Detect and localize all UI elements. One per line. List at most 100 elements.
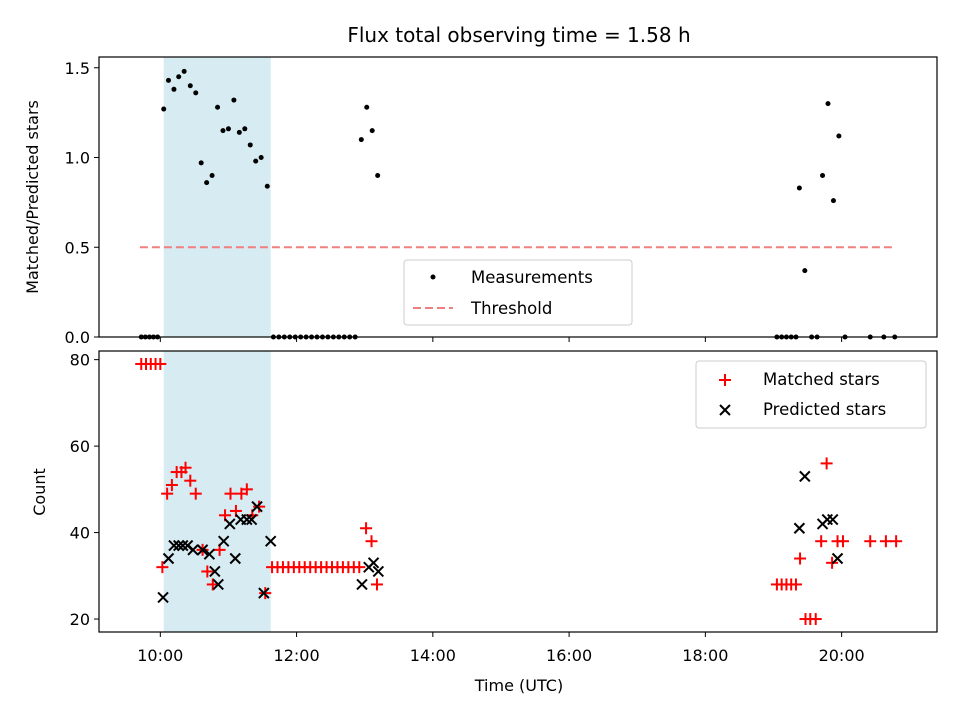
- matched-stars-point: [360, 522, 373, 535]
- measurement-point: [358, 137, 364, 143]
- x-tick-label: 20:00: [819, 646, 865, 665]
- measurement-point: [209, 172, 215, 178]
- measurement-point: [258, 155, 264, 161]
- measurement-point: [165, 77, 171, 83]
- matched-stars-point: [253, 500, 266, 513]
- top-panel: 0.0 0.5 1.0 1.5 Matched/Predicted stars Mea…: [23, 56, 938, 347]
- measurement-point: [181, 68, 187, 74]
- bottom-panel-frame: [98, 350, 938, 633]
- predicted-stars-point: [229, 552, 241, 565]
- chart-title: Flux total observing time = 1.58 h: [347, 23, 690, 47]
- x-tick-label: 14:00: [410, 646, 456, 665]
- x-tick-label: 18:00: [682, 646, 728, 665]
- measurement-point: [161, 106, 167, 112]
- matched-stars-point: [820, 457, 833, 470]
- predicted-stars-point: [177, 539, 189, 552]
- measurement-point: [364, 104, 370, 110]
- predicted-stars-point: [367, 557, 380, 569]
- measurement-point: [375, 172, 381, 178]
- bottom-legend-box: [695, 360, 927, 429]
- x-tick-label: 10:00: [137, 646, 183, 665]
- predicted-stars-point: [264, 535, 277, 547]
- matched-stars-point: [353, 561, 366, 574]
- y-tick-label: 80: [70, 351, 90, 370]
- legend-matched-label: Matched stars: [763, 370, 880, 389]
- predicted-stars-point: [212, 578, 224, 591]
- x-tick-label: 12:00: [274, 646, 320, 665]
- measurement-point: [830, 198, 836, 204]
- matched-stars-point: [794, 552, 807, 565]
- x-tick-label: 16:00: [546, 646, 592, 665]
- measurement-point: [204, 180, 210, 186]
- matched-stars-point: [189, 487, 202, 500]
- legend-measurements-label: Measurements: [471, 268, 593, 287]
- bottom-legend: Matched stars Predicted stars: [695, 360, 927, 429]
- legend-predicted-marker: [719, 404, 731, 416]
- y-tick-label: 0.0: [65, 328, 90, 347]
- predicted-stars-point: [187, 544, 199, 556]
- matched-stars-point: [179, 461, 192, 474]
- matched-stars-point: [809, 613, 822, 626]
- measurement-point: [231, 97, 237, 103]
- measurement-point: [171, 86, 177, 92]
- predicted-stars-point: [168, 539, 180, 552]
- predicted-stars-point: [157, 591, 169, 604]
- matched-stars-point: [156, 561, 169, 574]
- measurement-point: [198, 160, 204, 166]
- legend-predicted-label: Predicted stars: [763, 400, 886, 419]
- matched-stars-point: [864, 535, 877, 548]
- matched-stars-point: [165, 479, 178, 492]
- predicted-stars-point: [372, 565, 385, 578]
- matched-stars-point: [201, 565, 214, 578]
- matched-stars-point: [240, 483, 253, 496]
- measurement-point: [264, 183, 270, 189]
- bottom-y-axis-label: Count: [30, 468, 49, 516]
- measurement-point: [247, 142, 253, 148]
- predicted-stars-point: [831, 552, 844, 565]
- measurement-point: [187, 83, 193, 89]
- x-axis-label: Time (UTC): [474, 676, 563, 695]
- measurement-point: [220, 128, 226, 134]
- top-legend-box: [403, 259, 633, 326]
- y-tick-label: 1.0: [65, 149, 90, 168]
- predicted-stars-point: [827, 513, 839, 526]
- measurement-point: [193, 90, 199, 96]
- observing-span-highlight: [163, 57, 271, 337]
- measurement-point: [802, 268, 808, 274]
- top-panel-frame: [98, 56, 938, 338]
- measurement-point: [176, 74, 182, 80]
- predicted-stars-point: [799, 470, 811, 483]
- matched-stars-point: [815, 535, 828, 548]
- measurement-point: [820, 172, 826, 178]
- predicted-stars-point: [203, 548, 216, 560]
- predicted-stars-point: [217, 535, 230, 547]
- y-tick-label: 1.5: [65, 59, 90, 78]
- matched-stars-point: [836, 535, 849, 548]
- matched-stars-point: [161, 487, 174, 500]
- measurement-point: [225, 126, 231, 132]
- y-tick-label: 20: [70, 610, 90, 629]
- top-y-axis-label: Matched/Predicted stars: [23, 100, 42, 294]
- predicted-stars-point: [356, 578, 368, 591]
- measurement-point: [825, 101, 831, 107]
- measurement-point: [253, 158, 259, 164]
- matched-stars-point: [224, 487, 237, 500]
- predicted-stars-point: [251, 500, 263, 513]
- y-tick-label: 60: [70, 437, 90, 456]
- matched-stars-point: [879, 535, 892, 548]
- matched-stars-point: [365, 535, 378, 548]
- matched-stars-point: [890, 535, 903, 548]
- matched-stars-point: [184, 474, 197, 487]
- top-legend: Measurements Threshold: [403, 259, 633, 326]
- predicted-stars-point: [258, 587, 270, 599]
- predicted-stars-point: [245, 513, 258, 526]
- y-tick-label: 0.5: [65, 238, 90, 257]
- measurement-point: [242, 126, 248, 132]
- matched-stars-point: [206, 578, 219, 591]
- predicted-stars-point: [793, 522, 806, 534]
- matched-stars-point: [789, 578, 802, 591]
- measurement-point: [369, 128, 375, 134]
- y-tick-label: 40: [70, 524, 90, 543]
- measurement-point: [836, 133, 842, 139]
